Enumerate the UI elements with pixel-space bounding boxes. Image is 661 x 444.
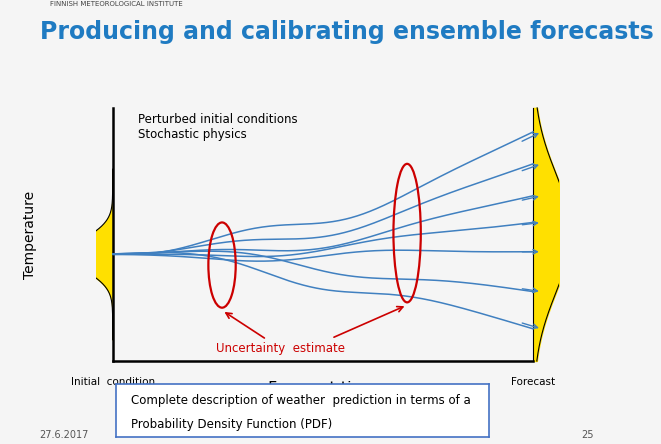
Text: Perturbed initial conditions
Stochastic physics: Perturbed initial conditions Stochastic … xyxy=(138,113,297,141)
Text: FINNISH METEOROLOGICAL INSTITUTE: FINNISH METEOROLOGICAL INSTITUTE xyxy=(50,1,182,7)
Text: Initial  condition: Initial condition xyxy=(71,377,155,387)
Text: Probability Density Function (PDF): Probability Density Function (PDF) xyxy=(131,417,332,431)
Text: Uncertainty  estimate: Uncertainty estimate xyxy=(216,313,346,355)
Text: 25: 25 xyxy=(582,430,594,440)
Text: Complete description of weather  prediction in terms of a: Complete description of weather predicti… xyxy=(131,393,471,407)
Text: 27.6.2017: 27.6.2017 xyxy=(40,430,89,440)
Text: Producing and calibrating ensemble forecasts: Producing and calibrating ensemble forec… xyxy=(40,20,654,44)
Text: Forecast: Forecast xyxy=(511,377,555,387)
Text: Temperature: Temperature xyxy=(22,191,37,279)
Text: Forecast time: Forecast time xyxy=(268,381,377,396)
